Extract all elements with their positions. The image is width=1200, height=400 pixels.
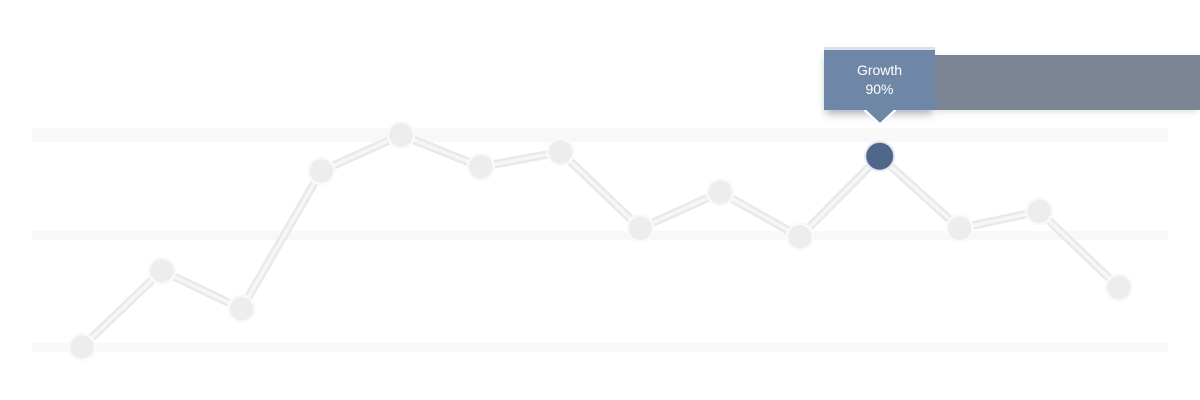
gridline-band-2 [32, 231, 1168, 240]
data-point-3[interactable] [227, 294, 256, 324]
data-point-6[interactable] [466, 152, 496, 182]
tooltip-pointer-icon [864, 110, 896, 127]
gridline-band-3 [32, 343, 1168, 352]
data-point-10[interactable] [785, 222, 815, 252]
tooltip-value: 90% [865, 81, 894, 97]
data-point-2[interactable] [147, 256, 177, 285]
data-point-1[interactable] [67, 332, 97, 362]
tooltip-series-label: Growth [856, 62, 903, 78]
data-point-13[interactable] [1024, 197, 1054, 226]
gridline-band-1 [32, 128, 1168, 142]
series-line-highlight [80, 133, 1121, 349]
data-point-5[interactable] [386, 120, 416, 150]
data-point-7[interactable] [546, 137, 575, 167]
data-point-4[interactable] [307, 156, 336, 186]
data-point-8[interactable] [626, 214, 655, 243]
tooltip: Growth 90% [824, 47, 935, 110]
data-point-9[interactable] [705, 177, 735, 207]
data-point-12[interactable] [945, 214, 974, 243]
data-point-highlighted[interactable] [864, 140, 896, 172]
tooltip-extension-bar [935, 55, 1200, 110]
data-point-14[interactable] [1104, 273, 1134, 302]
